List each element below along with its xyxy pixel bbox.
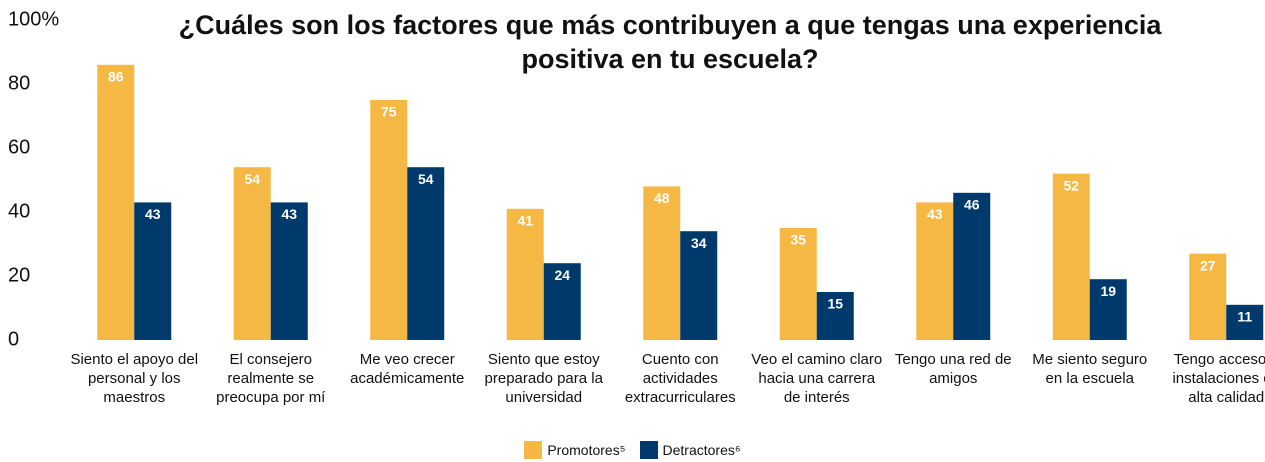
y-tick-label: 40 (8, 200, 30, 222)
bar (1226, 304, 1264, 340)
bar (916, 202, 954, 340)
data-label: 86 (108, 69, 124, 85)
data-label: 43 (281, 206, 297, 222)
chart-title: ¿Cuáles son los factores que más contrib… (178, 10, 1162, 74)
data-label: 11 (1237, 309, 1252, 325)
y-tick-label: 60 (8, 136, 30, 158)
legend-swatch (639, 441, 658, 459)
bar (1089, 279, 1127, 340)
x-tick-label: El consejero realmente se preocupa por m… (216, 351, 326, 406)
x-tick-label: Siento el apoyo del personal y los maest… (70, 351, 199, 406)
bar (543, 263, 581, 340)
bar (270, 202, 308, 340)
data-label: 15 (827, 296, 843, 312)
bar (134, 202, 172, 340)
data-label: 54 (244, 171, 260, 187)
bar (407, 167, 445, 340)
data-label: 43 (927, 206, 943, 222)
y-tick-label: 0 (8, 328, 19, 350)
x-tick-label: Cuento con actividades extracurriculares (624, 351, 736, 406)
data-label: 35 (790, 232, 806, 248)
bar (779, 228, 817, 340)
x-tick-label: Me siento seguro en la escuela (1032, 351, 1148, 387)
y-tick-label: 100% (8, 8, 59, 30)
legend: Promotores⁵ Detractores⁶ (0, 441, 1265, 459)
y-tick-label: 80 (8, 72, 30, 94)
y-tick-label: 20 (8, 264, 30, 286)
data-label: 52 (1063, 177, 1079, 193)
data-label: 27 (1200, 257, 1216, 273)
x-tick-label: Tengo acceso a instalaciones de alta cal… (1172, 351, 1265, 406)
data-label: 54 (418, 171, 434, 187)
legend-item: Detractores⁶ (639, 441, 741, 459)
data-label: 34 (691, 235, 707, 251)
bar (643, 186, 681, 340)
x-tick-label: Siento que estoy preparado para la unive… (484, 351, 603, 406)
bar (233, 167, 271, 340)
data-label: 19 (1100, 283, 1116, 299)
x-tick-label: Veo el camino claro hacia una carrera de… (751, 351, 883, 406)
legend-label: Promotores⁵ (547, 442, 626, 458)
bar (97, 64, 135, 341)
data-label: 41 (517, 213, 533, 229)
data-label: 43 (145, 206, 161, 222)
bar (506, 208, 544, 340)
data-label: 48 (654, 190, 670, 206)
legend-label: Detractores⁶ (662, 442, 741, 458)
bar (1189, 253, 1227, 340)
legend-item: Promotores⁵ (524, 441, 626, 459)
bar (680, 231, 718, 340)
legend-swatch (524, 441, 543, 459)
bar (1052, 173, 1090, 340)
bar (953, 192, 991, 340)
data-label: 24 (554, 267, 570, 283)
bar (816, 292, 854, 340)
x-tick-label: Me veo crecer académicamente (350, 351, 465, 387)
x-tick-label: Tengo una red de amigos (894, 351, 1012, 387)
data-label: 46 (964, 197, 980, 213)
data-label: 75 (381, 104, 397, 120)
bar (370, 100, 408, 340)
